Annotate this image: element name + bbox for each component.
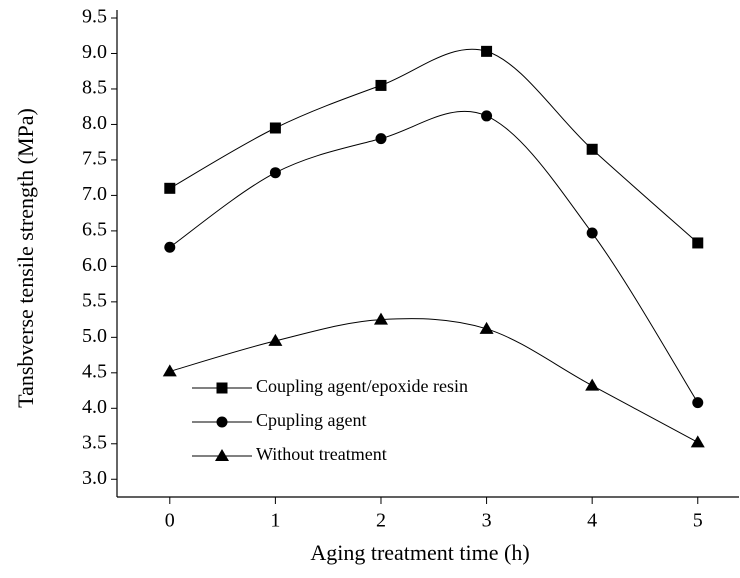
marker bbox=[481, 45, 493, 57]
marker bbox=[215, 449, 229, 461]
y-tick-label: 3.5 bbox=[82, 431, 107, 453]
marker bbox=[162, 364, 177, 377]
marker bbox=[373, 312, 388, 325]
x-tick-label: 5 bbox=[693, 510, 703, 532]
legend-label: Without treatment bbox=[256, 444, 387, 464]
y-axis-title: Tansbverse tensile strength (MPa) bbox=[13, 108, 38, 408]
series-line bbox=[169, 318, 698, 443]
y-tick-label: 3.0 bbox=[82, 467, 107, 489]
marker bbox=[479, 321, 494, 334]
y-tick-label: 9.0 bbox=[82, 41, 107, 63]
y-tick-label: 5.0 bbox=[82, 325, 107, 347]
marker bbox=[692, 237, 704, 249]
marker bbox=[690, 435, 705, 448]
y-tick-label: 6.5 bbox=[82, 218, 107, 240]
marker bbox=[164, 182, 176, 194]
y-tick-label: 4.5 bbox=[82, 360, 107, 382]
y-tick-label: 8.5 bbox=[82, 77, 107, 99]
x-axis-title: Aging treatment time (h) bbox=[310, 540, 529, 565]
marker bbox=[268, 333, 283, 346]
series-line bbox=[169, 110, 699, 403]
legend-label: Cpupling agent bbox=[256, 410, 367, 430]
x-tick-label: 1 bbox=[270, 510, 280, 532]
marker bbox=[586, 227, 598, 239]
x-tick-label: 0 bbox=[165, 510, 175, 532]
y-tick-label: 6.0 bbox=[82, 254, 107, 276]
marker bbox=[585, 378, 600, 391]
marker bbox=[164, 241, 176, 253]
marker bbox=[375, 79, 387, 91]
y-tick-label: 9.5 bbox=[82, 6, 107, 28]
y-tick-label: 4.0 bbox=[82, 396, 107, 418]
y-tick-label: 7.0 bbox=[82, 183, 107, 205]
series-line bbox=[169, 48, 699, 244]
marker bbox=[269, 122, 281, 134]
marker bbox=[481, 110, 493, 122]
marker bbox=[216, 416, 228, 428]
marker bbox=[586, 143, 598, 155]
y-tick-label: 8.0 bbox=[82, 112, 107, 134]
y-tick-label: 5.5 bbox=[82, 289, 107, 311]
marker bbox=[216, 382, 228, 394]
x-tick-label: 3 bbox=[482, 510, 492, 532]
marker bbox=[692, 397, 704, 409]
marker bbox=[375, 133, 387, 145]
legend-label: Coupling agent/epoxide resin bbox=[256, 376, 468, 396]
marker bbox=[269, 167, 281, 179]
x-tick-label: 4 bbox=[587, 510, 597, 532]
x-tick-label: 2 bbox=[376, 510, 386, 532]
y-tick-label: 7.5 bbox=[82, 148, 107, 170]
